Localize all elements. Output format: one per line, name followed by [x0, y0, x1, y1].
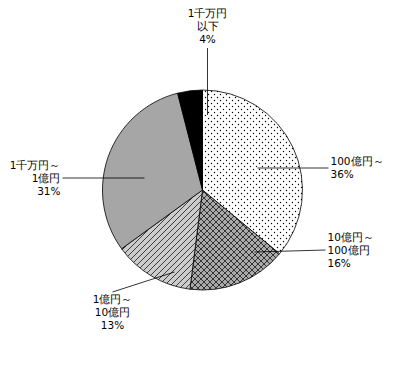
slice-label-value: 36%: [331, 168, 354, 180]
slice-label-category: 1千万円以下: [188, 7, 228, 32]
slice-label-category: 10億円～100億円: [328, 231, 374, 256]
pie-slice: [190, 190, 280, 290]
slice-label-value: 13%: [101, 319, 124, 331]
slice-label-category: 1億円～10億円: [93, 293, 133, 318]
slice-label-value: 31%: [37, 185, 60, 197]
pie-slice: [178, 90, 203, 190]
labels: 100億円～36% 10億円～100億円16% 1億円～10億円13% 1千万円～1億…: [10, 7, 384, 332]
chart-container: 100億円～36% 10億円～100億円16% 1億円～10億円13% 1千万円～1億…: [0, 0, 405, 365]
leader-line: [207, 48, 208, 115]
slice-label-value: 4%: [199, 33, 216, 45]
slice-label-value: 16%: [328, 257, 351, 269]
slices: [102, 90, 302, 290]
leader-line: [255, 250, 326, 252]
leader-line: [113, 272, 175, 292]
chart: 100億円～36% 10億円～100億円16% 1億円～10億円13% 1千万円～1億…: [0, 0, 405, 365]
slice-label-category: 100億円～: [331, 155, 384, 167]
leader-line: [258, 168, 329, 169]
leader-line: [63, 178, 145, 179]
slice-label-category: 1千万円～1億円: [10, 159, 61, 184]
background: [0, 0, 405, 365]
